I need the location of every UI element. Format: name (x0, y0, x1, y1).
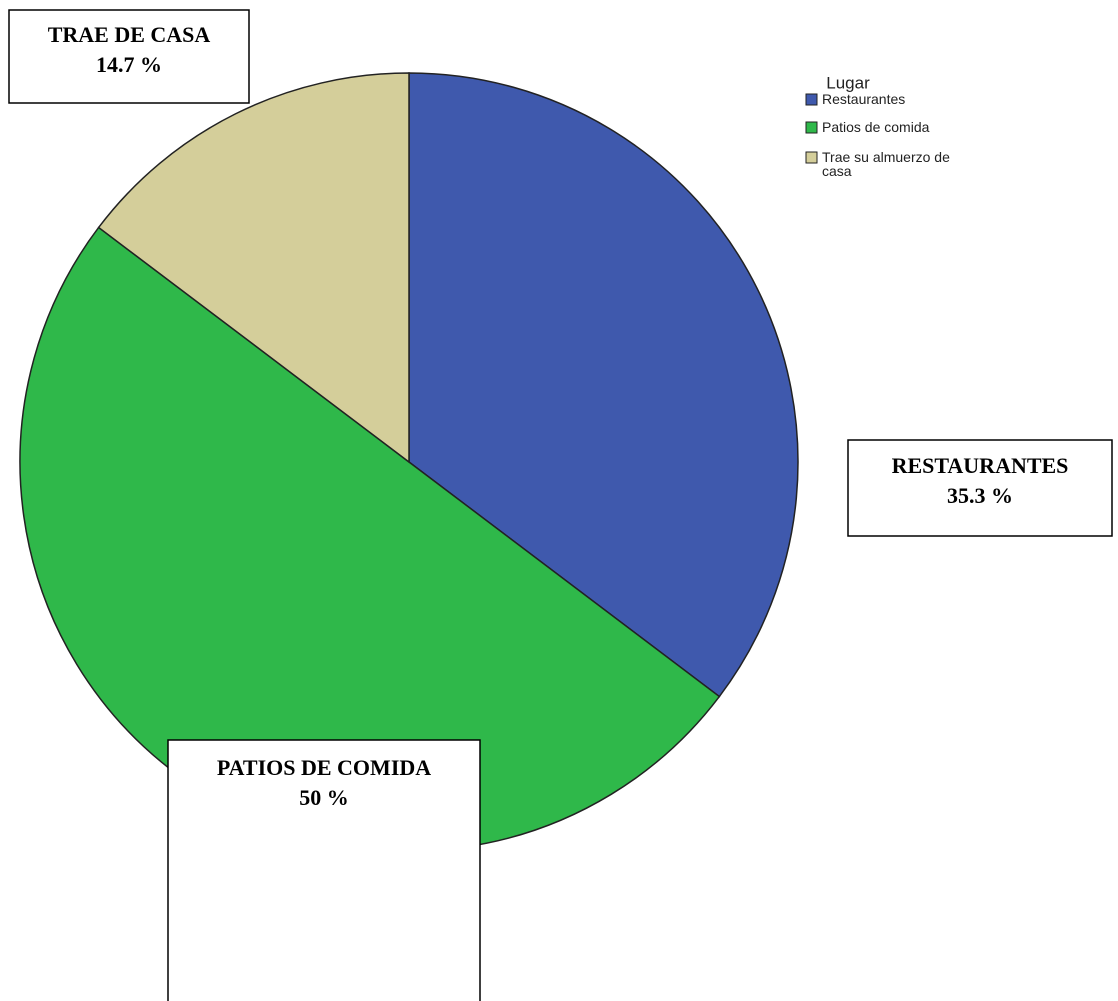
legend-entry: Restaurantes (822, 92, 906, 107)
label-box (167, 739, 481, 1001)
slice-label: TRAE DE CASA (48, 22, 211, 47)
pie-slice (408, 72, 799, 698)
value-label: 50 % (299, 785, 349, 810)
legend-title: Lugar (826, 73, 870, 92)
legend-label: Trae su almuerzo de casa (822, 150, 950, 179)
legend-label: Patios de comida (822, 120, 930, 135)
legend-label: Restaurantes (822, 92, 906, 107)
slice-label: RESTAURANTES (892, 453, 1069, 478)
legend-swatch (805, 93, 818, 106)
value-label: 35.3 % (947, 483, 1013, 508)
legend-entry: Trae su almuerzo de casa (822, 150, 950, 179)
pie-slice (97, 72, 410, 464)
label-box (8, 9, 250, 104)
value-label: 14.7 % (96, 52, 162, 77)
label-box (847, 439, 1113, 537)
legend-entry: Patios de comida (822, 120, 930, 135)
legend-swatch (805, 151, 818, 164)
legend-swatch (805, 121, 818, 134)
slice-label: PATIOS DE COMIDA (217, 755, 431, 780)
